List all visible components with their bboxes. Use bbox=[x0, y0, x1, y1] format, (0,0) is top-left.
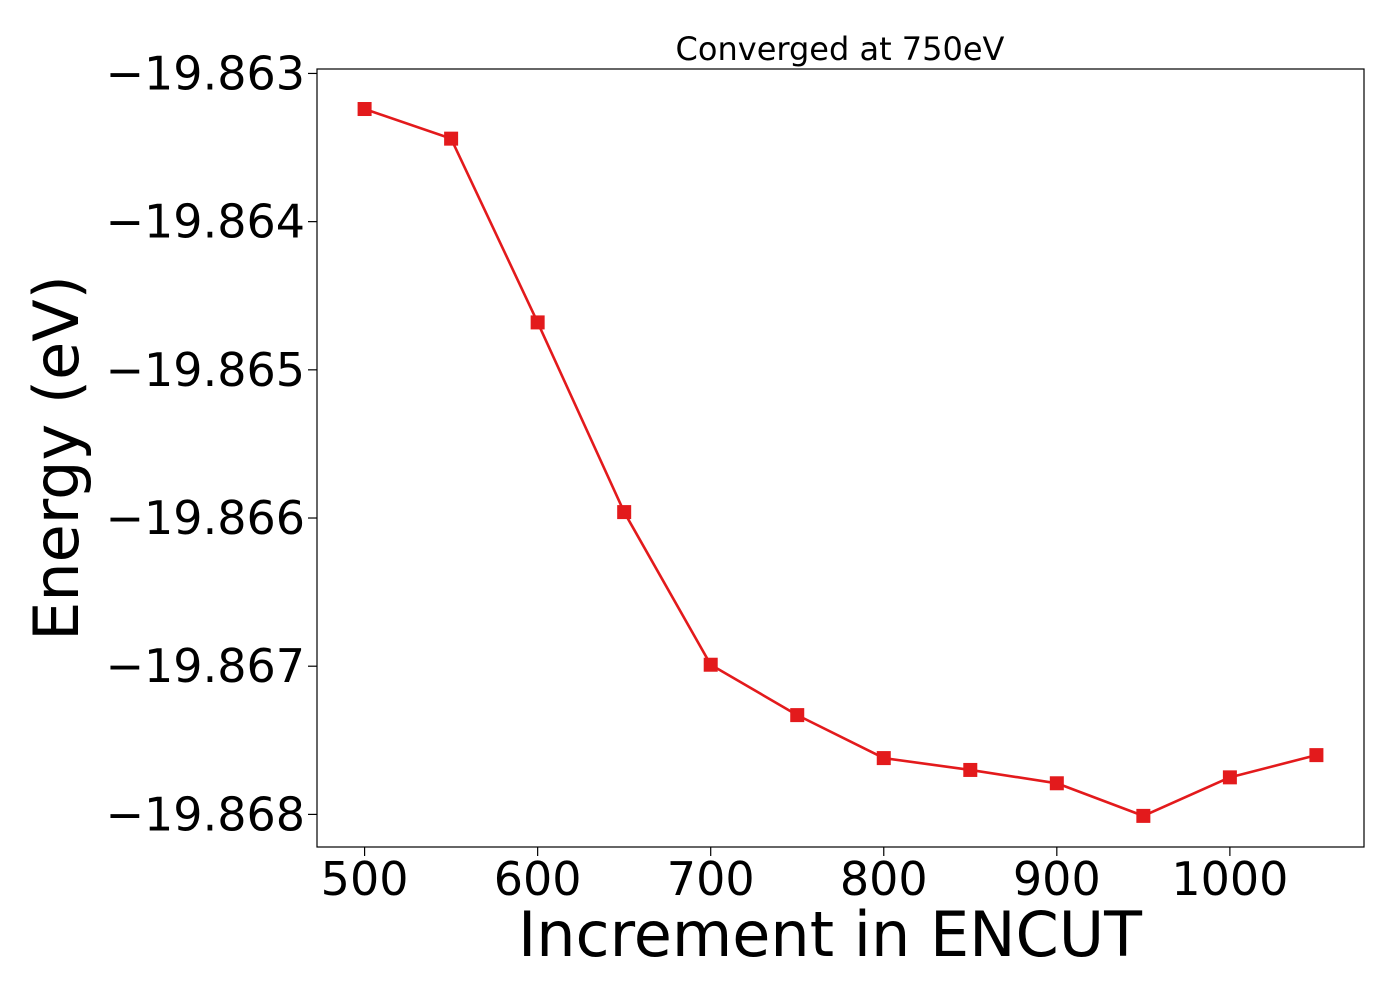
series-line bbox=[364, 107, 1317, 818]
y-tick-label: −19.867 bbox=[106, 639, 306, 693]
data-point-marker bbox=[617, 505, 632, 520]
x-tick-label: 800 bbox=[840, 852, 928, 906]
x-axis-title: Increment in ENCUT bbox=[518, 898, 1143, 971]
data-point-marker bbox=[444, 131, 459, 146]
y-axis-ticks: −19.863 −19.864 −19.865 −19.866 −19.867 −19.8… bbox=[106, 46, 317, 841]
data-point-marker bbox=[963, 762, 978, 777]
x-tick-label: 600 bbox=[494, 852, 582, 906]
y-tick-label: −19.864 bbox=[106, 195, 306, 249]
x-axis-ticks: 500 600 700 800 900 1000 bbox=[321, 847, 1288, 906]
data-point-marker bbox=[1136, 808, 1151, 823]
chart-title: Converged at 750eV bbox=[676, 30, 1005, 68]
y-tick-label: −19.868 bbox=[106, 787, 306, 841]
x-tick-label: 900 bbox=[1013, 852, 1101, 906]
data-point-marker bbox=[703, 657, 718, 672]
x-tick-label: 700 bbox=[667, 852, 755, 906]
data-point-marker bbox=[876, 751, 891, 766]
series-group bbox=[357, 102, 1324, 823]
x-tick-label: 500 bbox=[321, 852, 409, 906]
data-point-marker bbox=[530, 315, 545, 330]
data-point-marker bbox=[1049, 776, 1064, 791]
y-tick-label: −19.865 bbox=[106, 343, 306, 397]
y-axis-title: Energy (eV) bbox=[20, 275, 93, 641]
data-point-marker bbox=[790, 708, 805, 723]
data-point-marker bbox=[1222, 770, 1237, 785]
data-point-marker bbox=[357, 102, 372, 117]
plot-area-frame bbox=[316, 68, 1365, 848]
y-tick-label: −19.863 bbox=[106, 46, 306, 100]
data-point-marker bbox=[1309, 748, 1324, 763]
y-tick-label: −19.866 bbox=[106, 491, 306, 545]
x-tick-label: 1000 bbox=[1171, 852, 1288, 906]
